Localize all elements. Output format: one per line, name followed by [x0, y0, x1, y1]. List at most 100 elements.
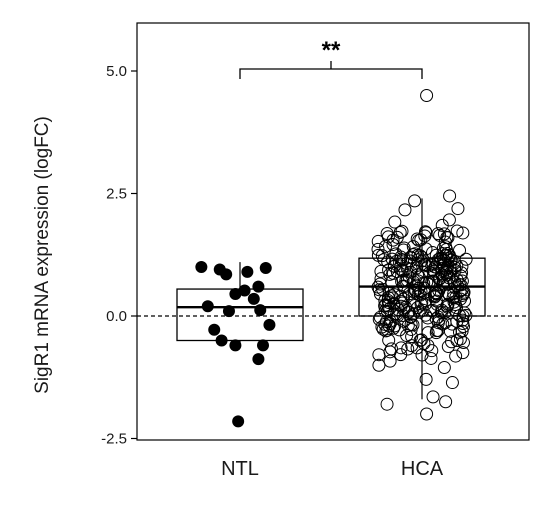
hca-point [448, 303, 462, 317]
hca-point [415, 254, 429, 268]
hca-point [406, 248, 420, 262]
hca-point [394, 348, 408, 362]
hca-point [420, 407, 434, 421]
hca-point [400, 257, 414, 271]
hca-point [419, 258, 433, 272]
hca-point [455, 260, 469, 274]
ntl-point [259, 261, 272, 274]
ntl-point [257, 339, 269, 352]
hca-point [400, 273, 414, 287]
ntl-point [247, 292, 260, 305]
hca-point [424, 304, 438, 318]
hca-point [450, 224, 464, 238]
hca-point [410, 232, 424, 246]
hca-point [408, 247, 422, 261]
hca-point [395, 224, 409, 238]
significance-label: ** [322, 37, 341, 64]
hca-point [371, 280, 385, 294]
hca-point [383, 317, 397, 331]
ntl-point [201, 300, 214, 313]
plot-frame [136, 22, 530, 441]
hca-point [419, 372, 433, 386]
hca-point [372, 312, 386, 326]
hca-point [419, 226, 433, 240]
ntl-point [208, 323, 221, 336]
hca-point [451, 202, 465, 216]
hca-point [427, 288, 441, 302]
hca-point [440, 265, 454, 279]
hca-point [397, 314, 411, 328]
hca-point [394, 341, 408, 355]
hca-point [386, 291, 400, 305]
category-label-ntl: NTL [221, 458, 259, 480]
hca-point [442, 213, 456, 227]
y-axis-title: SigR1 mRNA expression (logFC) [32, 116, 53, 394]
hca-point [398, 280, 412, 294]
ntl-point [263, 318, 276, 331]
hca-point [372, 348, 386, 362]
hca-point [375, 249, 389, 263]
hca-point [456, 346, 470, 360]
hca-point [387, 307, 401, 321]
hca-point [440, 247, 454, 261]
hca-point [459, 252, 473, 266]
hca-point [454, 278, 468, 292]
hca-point [384, 342, 398, 356]
hca-point [386, 266, 400, 280]
hca-point [440, 268, 454, 282]
hca-point [410, 341, 424, 355]
hca-point [445, 376, 459, 390]
ntl-point [252, 353, 265, 366]
hca-point [411, 287, 425, 301]
hca-point [373, 287, 387, 301]
hca-point [424, 351, 438, 365]
hca-point [426, 390, 440, 404]
ntl-point [195, 261, 208, 273]
hca-point [439, 395, 453, 409]
ntl-point [215, 334, 228, 347]
ntl-point [232, 415, 245, 428]
ntl-point [229, 287, 242, 300]
hca-point [408, 194, 422, 208]
hca-point [391, 303, 405, 317]
hca-point [443, 324, 457, 338]
ntl-point [220, 268, 233, 281]
y-tick-label: 5.0 [106, 63, 127, 80]
hca-point [454, 269, 468, 283]
hca-point [380, 397, 394, 411]
hca-point [393, 225, 407, 239]
hca-point [413, 288, 427, 302]
hca-point [450, 301, 464, 315]
hca-point [419, 242, 433, 256]
hca-point [372, 358, 386, 372]
hca-point [386, 237, 400, 251]
hca-point [382, 286, 396, 300]
hca-point [418, 225, 432, 239]
hca-point [420, 89, 434, 102]
hca-point [443, 189, 457, 203]
hca-point [444, 266, 458, 280]
hca-point [405, 339, 419, 353]
hca-point [459, 308, 473, 322]
hca-point [439, 240, 453, 254]
hca-point [384, 289, 398, 303]
hca-point [372, 283, 386, 297]
hca-point [389, 254, 403, 268]
category-label-hca: HCA [401, 458, 444, 480]
hca-point [422, 275, 436, 289]
hca-point [415, 348, 429, 362]
hca-point [379, 239, 393, 253]
ntl-point [229, 339, 242, 352]
ntl-point [252, 280, 265, 293]
hca-point [371, 234, 385, 248]
hca-point [373, 277, 387, 291]
y-tick-label: 0.0 [106, 308, 127, 325]
hca-point [447, 287, 461, 301]
hca-point [404, 322, 418, 336]
hca-point [445, 335, 459, 349]
hca-point [421, 311, 435, 325]
hca-point [435, 303, 449, 317]
ntl-point [222, 305, 235, 318]
hca-point [437, 361, 451, 375]
hca-point [437, 227, 451, 241]
